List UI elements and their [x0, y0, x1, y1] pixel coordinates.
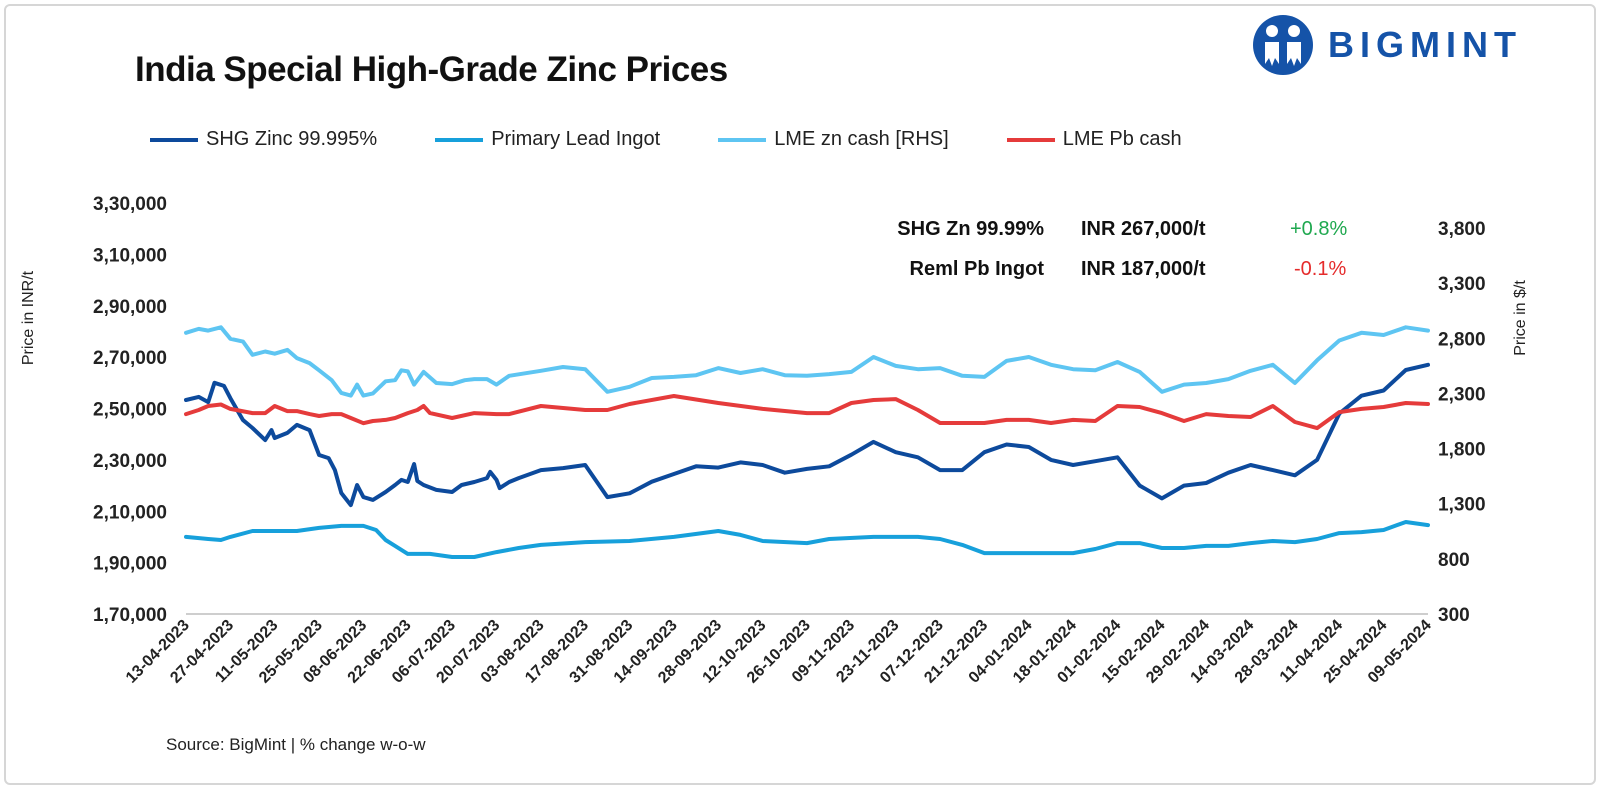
bigmint-logo: BIGMINT — [1252, 14, 1522, 76]
y-tick-label: 3,10,000 — [93, 245, 167, 266]
y2-tick-label: 300 — [1438, 605, 1470, 626]
y2-tick-label: 3,300 — [1438, 274, 1486, 295]
y-tick-label: 2,90,000 — [93, 297, 167, 318]
series-line-shg-zinc-99-995 — [184, 362, 1430, 508]
annotation-price: INR 187,000/t — [1081, 258, 1206, 280]
annotation-change-up: +0.8% — [1290, 218, 1348, 240]
legend-item-primary-lead: Primary Lead Ingot — [435, 128, 660, 151]
y2-tick-label: 800 — [1438, 550, 1470, 571]
y2-tick-label: 2,300 — [1438, 384, 1486, 405]
y2-tick-label: 2,800 — [1438, 329, 1486, 350]
chart-title: India Special High-Grade Zinc Prices — [135, 50, 728, 89]
legend: SHG Zinc 99.995% Primary Lead Ingot LME … — [150, 128, 1240, 151]
y-tick-label: 3,30,000 — [93, 194, 167, 215]
series-line-lme-pb-cash — [184, 394, 1430, 431]
y-tick-label: 2,30,000 — [93, 451, 167, 472]
legend-label: Primary Lead Ingot — [491, 128, 661, 150]
annotation-price: INR 267,000/t — [1081, 218, 1206, 240]
legend-item-shg-zinc: SHG Zinc 99.995% — [150, 128, 377, 151]
annotation-label: Reml Pb Ingot — [909, 258, 1044, 280]
y2-axis-title: Price in $/t — [1512, 280, 1529, 356]
bigmint-logo-text: BIGMINT — [1328, 24, 1522, 65]
y2-tick-label: 3,800 — [1438, 219, 1486, 240]
y-tick-label: 2,70,000 — [93, 348, 167, 369]
legend-label: LME zn cash [RHS] — [774, 128, 949, 150]
y-tick-label: 1,90,000 — [93, 554, 167, 575]
y-tick-label: 2,10,000 — [93, 502, 167, 523]
annotation-change-down: -0.1% — [1294, 258, 1347, 280]
source-note: Source: BigMint | % change w-o-w — [166, 735, 426, 754]
annotation-label: SHG Zn 99.99% — [897, 218, 1044, 240]
legend-swatch — [718, 137, 767, 142]
legend-item-lme-zn: LME zn cash [RHS] — [718, 128, 949, 151]
y2-tick-label: 1,800 — [1438, 440, 1486, 461]
y-tick-label: 2,50,000 — [93, 400, 167, 421]
bigmint-logo-icon — [1253, 15, 1313, 75]
y-axis-title: Price in INR/t — [20, 270, 37, 365]
y-tick-label: 1,70,000 — [93, 605, 167, 626]
series-line-primary-lead-ingot — [184, 520, 1430, 559]
legend-label: LME Pb cash — [1062, 128, 1182, 150]
legend-swatch — [150, 137, 198, 142]
series-line-lme-zn-cash-rhs — [184, 325, 1430, 398]
legend-swatch — [1006, 137, 1055, 142]
legend-item-lme-pb: LME Pb cash — [1006, 128, 1182, 151]
chart-frame — [4, 4, 1596, 785]
legend-swatch — [435, 137, 484, 142]
legend-label: SHG Zinc 99.995% — [206, 128, 378, 150]
y2-tick-label: 1,300 — [1438, 495, 1486, 516]
